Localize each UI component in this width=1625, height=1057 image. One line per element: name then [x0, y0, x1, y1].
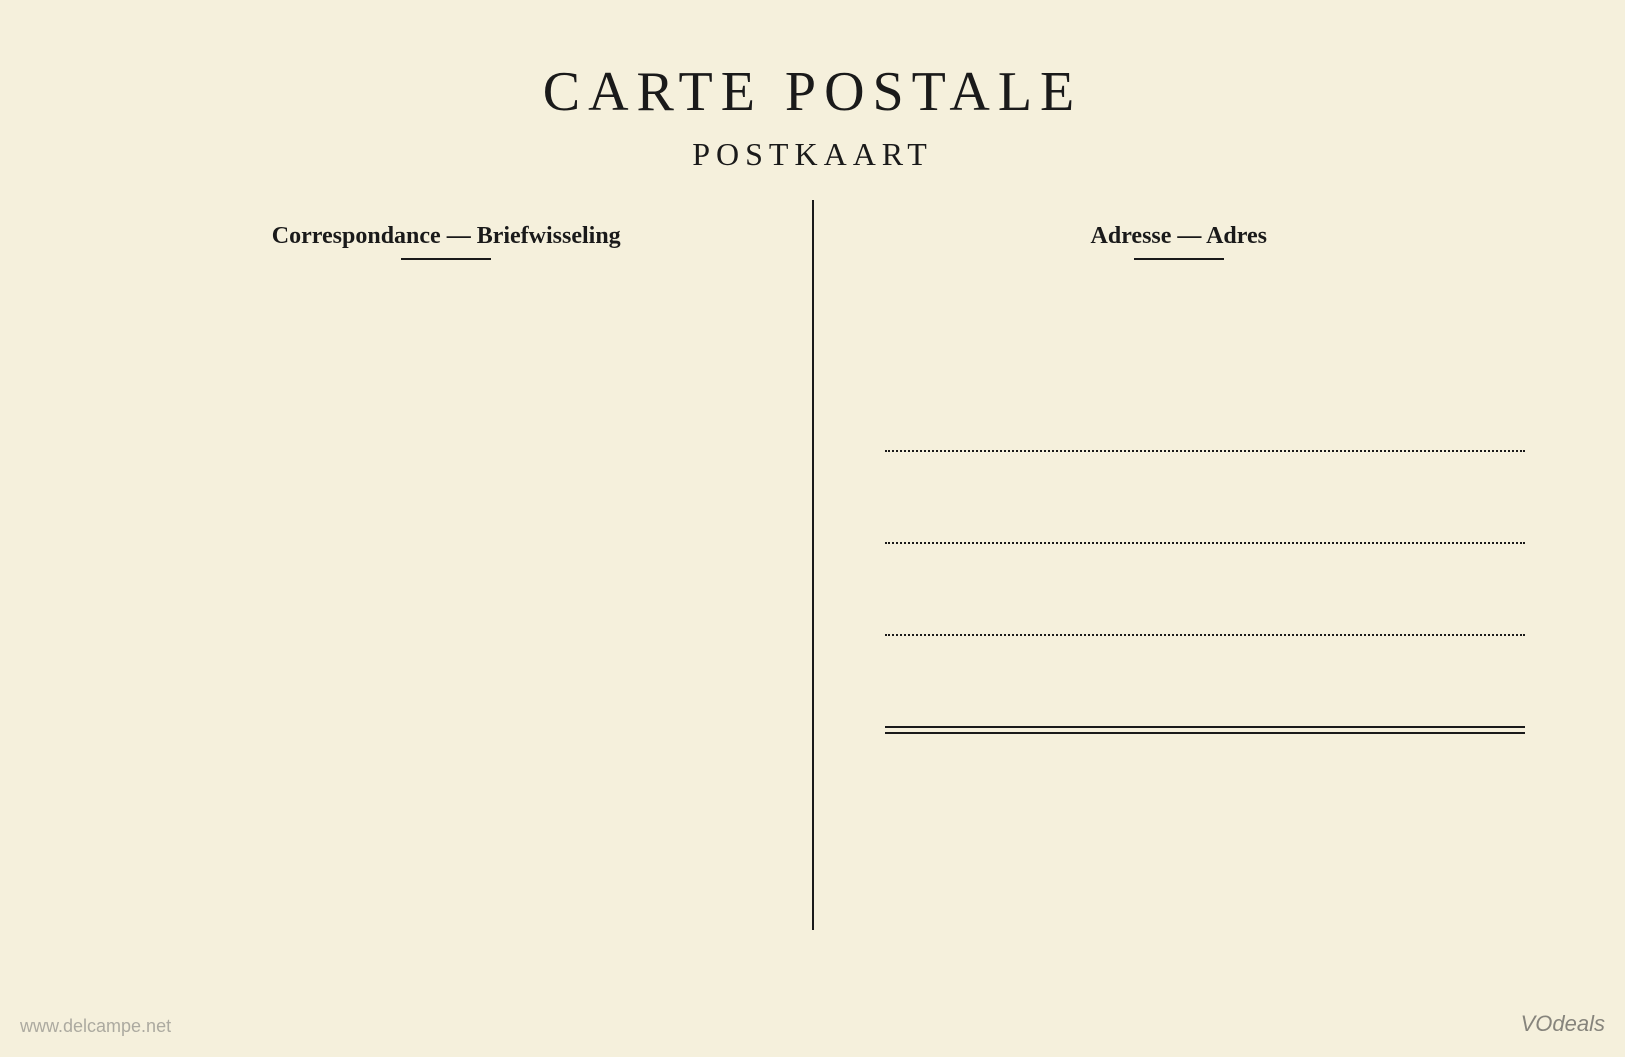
address-underline: [1134, 258, 1224, 260]
underline-right-container: [813, 258, 1546, 260]
watermark-left: www.delcampe.net: [20, 1016, 171, 1037]
watermark-right: VOdeals: [1521, 1011, 1605, 1037]
address-line-3: [885, 634, 1525, 636]
address-lines-area: [885, 450, 1525, 817]
underline-left-container: [80, 258, 813, 260]
postcard-back: CARTE POSTALE POSTKAART Correspondance —…: [0, 0, 1625, 1057]
correspondence-underline: [401, 258, 491, 260]
title-sub: POSTKAART: [80, 136, 1545, 173]
address-line-4: [885, 726, 1525, 727]
address-line-2: [885, 542, 1525, 544]
vertical-divider: [812, 200, 814, 930]
correspondence-label: Correspondance — Briefwisseling: [80, 223, 813, 250]
title-main: CARTE POSTALE: [80, 60, 1545, 124]
postcard-header: CARTE POSTALE POSTKAART: [80, 60, 1545, 173]
address-label: Adresse — Adres: [813, 223, 1546, 250]
address-line-1: [885, 450, 1525, 452]
